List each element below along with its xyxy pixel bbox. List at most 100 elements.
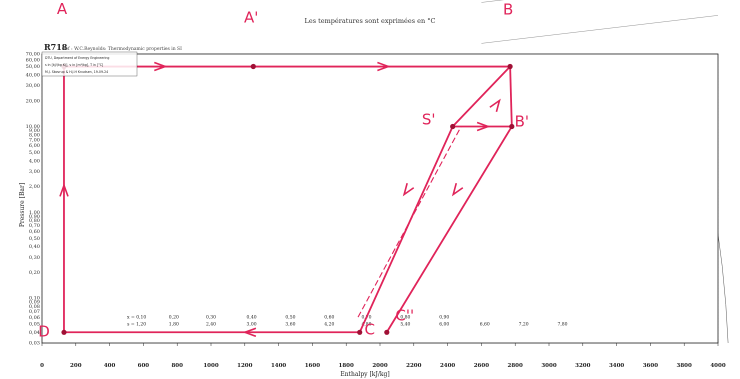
y-tick-label: 0,08 bbox=[29, 304, 40, 310]
y-tick-label: 0,20 bbox=[29, 270, 40, 276]
x-tick-label: 0 bbox=[40, 363, 44, 369]
quality-label: 0,20 bbox=[169, 314, 179, 320]
entropy-label: 6,60 bbox=[480, 321, 490, 327]
entropy-label: 6,00 bbox=[439, 321, 449, 327]
cycle-point bbox=[250, 63, 256, 70]
y-tick-label: 0,70 bbox=[29, 223, 40, 229]
x-tick-label: 3800 bbox=[677, 363, 692, 369]
x-tick-label: 3600 bbox=[643, 363, 658, 369]
quality-label: 0,60 bbox=[324, 314, 334, 320]
y-tick-label: 20,00 bbox=[26, 98, 40, 104]
y-tick-label: 40,00 bbox=[26, 72, 40, 78]
y-tick-label: 0,80 bbox=[29, 218, 40, 224]
plot-frame bbox=[41, 53, 719, 344]
y-tick-label: 0,10 bbox=[29, 296, 40, 302]
cycle-path bbox=[451, 65, 512, 128]
x-axis-label: Enthalpy [kJ/kg] bbox=[340, 371, 389, 378]
x-tick-label: 2800 bbox=[508, 363, 523, 369]
cycle-path bbox=[385, 125, 513, 334]
cycle-arrow bbox=[402, 182, 415, 197]
isochor-line bbox=[481, 0, 504, 3]
cycle-point bbox=[61, 329, 67, 335]
credit-line-3: M.J. Skovrup & H.J.H Knudsen, 19-09-24 bbox=[45, 70, 108, 74]
cycle-point bbox=[450, 123, 456, 130]
cycle-point bbox=[357, 329, 363, 335]
cycle-arrow bbox=[451, 182, 464, 197]
cycle-path bbox=[509, 65, 513, 128]
cycle-point-label: S' bbox=[422, 111, 436, 129]
cycle-arrow bbox=[154, 61, 168, 72]
y-tick-label: 4,00 bbox=[29, 158, 40, 164]
y-tick-label: 7,00 bbox=[29, 137, 40, 143]
y-tick-label: 30,00 bbox=[26, 83, 40, 89]
cycle-point bbox=[507, 63, 513, 70]
entropy-label: 1,80 bbox=[169, 321, 179, 327]
y-tick-label: 0,50 bbox=[29, 236, 40, 242]
cycle-path bbox=[358, 125, 454, 334]
x-tick-label: 1800 bbox=[339, 363, 354, 369]
y-tick-label: 1,00 bbox=[29, 210, 40, 216]
construction-line bbox=[357, 126, 462, 318]
cycle-arrow bbox=[476, 121, 491, 132]
y-tick-label: 10,00 bbox=[26, 124, 40, 130]
cycle-arrow bbox=[59, 183, 69, 197]
x-tick-label: 1000 bbox=[203, 363, 218, 369]
credit-line-2: s in [kJ/(kg K)], v in [m³/kg], T in [°C… bbox=[45, 63, 103, 67]
cycle-point-label: B' bbox=[515, 113, 529, 131]
chart-title-block: R718 Ref : W.C.Reynolds: Thermodynamic p… bbox=[41, 42, 182, 77]
y-tick-label: 0,90 bbox=[29, 214, 40, 220]
chart-subtitle: Ref : W.C.Reynolds: Thermodynamic proper… bbox=[62, 46, 182, 52]
cycle-arrow bbox=[377, 61, 391, 72]
quality-label: 0,30 bbox=[206, 314, 216, 320]
entropy-label: 4,20 bbox=[324, 321, 334, 327]
x-tick-label: 3200 bbox=[575, 363, 590, 369]
cycle-point bbox=[384, 329, 390, 335]
y-tick-label: 50,00 bbox=[26, 64, 40, 70]
x-tick-label: 400 bbox=[104, 363, 116, 369]
header-caption: Les températures sont exprimées en °C bbox=[305, 17, 436, 25]
x-tick-label: 1400 bbox=[271, 363, 286, 369]
y-tick-label: 9,00 bbox=[29, 128, 40, 134]
cycle-arrow bbox=[242, 327, 257, 338]
entropy-label: 4,80 bbox=[361, 321, 371, 327]
y-tick-label: 0,05 bbox=[29, 322, 40, 328]
y-tick-label: 0,04 bbox=[29, 330, 40, 336]
isochor-line bbox=[481, 15, 719, 44]
entropy-label: 7,80 bbox=[558, 321, 568, 327]
y-tick-label: 0,09 bbox=[29, 300, 40, 306]
cycle-annotations: A A' B S' B' C C'' D bbox=[38, 0, 529, 340]
x-tick-label: 4000 bbox=[710, 363, 725, 369]
entropy-label: 2,40 bbox=[206, 321, 216, 327]
y-tick-label: 5,00 bbox=[29, 150, 40, 156]
quality-label: 0,40 bbox=[247, 314, 257, 320]
y-tick-label: 0,07 bbox=[29, 309, 40, 315]
cycle-point bbox=[509, 123, 515, 130]
x-tick-label: 1600 bbox=[305, 363, 320, 369]
x-tick-label: 2200 bbox=[406, 363, 421, 369]
quality-label: 0,80 bbox=[400, 314, 410, 320]
credit-line-1: DTU, Department of Energy Engineering bbox=[45, 56, 109, 60]
x-tick-label: 800 bbox=[171, 363, 183, 369]
y-tick-label: 3,00 bbox=[29, 169, 40, 175]
y-tick-label: 6,00 bbox=[29, 143, 40, 149]
chart-title: R718 bbox=[44, 42, 68, 52]
y-axis-label: Pressure [Bar] bbox=[19, 183, 26, 227]
x-tick-label: 2000 bbox=[372, 363, 387, 369]
cycle-point-label: B bbox=[503, 1, 513, 19]
x-tick-label: 3000 bbox=[541, 363, 556, 369]
cycle-point-label: A bbox=[57, 0, 68, 18]
entropy-label: 5,40 bbox=[400, 321, 410, 327]
cycle-point-label: A' bbox=[244, 9, 258, 27]
entropy-label: 3,00 bbox=[247, 321, 257, 327]
entropy-label: s = 1,20 bbox=[127, 321, 146, 327]
entropy-label: 7,20 bbox=[519, 321, 529, 327]
axes: 70,0060,0050,0040,0030,0020,0010,009,008… bbox=[26, 52, 726, 369]
y-tick-label: 60,00 bbox=[26, 57, 40, 63]
y-tick-label: 70,00 bbox=[26, 52, 40, 58]
x-tick-label: 600 bbox=[138, 363, 150, 369]
y-tick-label: 8,00 bbox=[29, 132, 40, 138]
credit-box bbox=[41, 51, 138, 77]
quality-label: 0,50 bbox=[285, 314, 295, 320]
y-tick-label: 0,40 bbox=[29, 244, 40, 250]
